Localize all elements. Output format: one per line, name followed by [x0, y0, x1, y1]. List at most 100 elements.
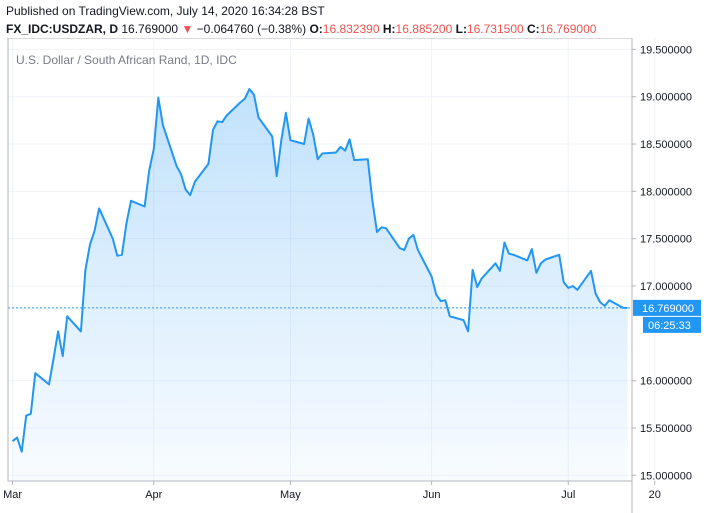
data-point [47, 382, 51, 386]
data-point [97, 206, 101, 210]
x-tick-label: Mar [3, 489, 22, 501]
high-value: 16.885200 [395, 22, 453, 36]
data-point [539, 261, 543, 265]
data-point [534, 271, 538, 275]
data-point [193, 180, 197, 184]
countdown-label: 06:25:33 [648, 320, 691, 332]
data-point [147, 169, 151, 173]
data-point [398, 246, 402, 250]
x-tick-label: Apr [145, 489, 162, 501]
symbol-legend: FX_IDC:USDZAR, D 16.769000 ▼ −0.064760 (… [6, 22, 596, 36]
data-point [530, 247, 534, 251]
data-point [475, 285, 479, 289]
data-point [471, 268, 475, 272]
data-point [493, 261, 497, 265]
data-point [571, 284, 575, 288]
series-line [11, 88, 628, 453]
published-caption: Published on TradingView.com, July 14, 2… [6, 4, 325, 18]
data-point [247, 87, 251, 91]
data-point [115, 254, 119, 258]
data-point [380, 225, 384, 229]
data-point [621, 306, 625, 310]
data-point [598, 300, 602, 304]
data-point [434, 293, 438, 297]
data-point [279, 138, 283, 142]
data-point [448, 314, 452, 318]
y-tick-label: 15.000000 [640, 470, 692, 482]
data-point [20, 450, 24, 454]
countdown-badge [643, 316, 701, 333]
data-point [375, 230, 379, 234]
data-point [79, 329, 83, 333]
data-point [430, 275, 434, 279]
data-point [88, 242, 92, 246]
data-point [316, 157, 320, 161]
data-point [370, 199, 374, 203]
y-tick-label: 16.000000 [640, 376, 692, 388]
y-tick-label: 15.500000 [640, 423, 692, 435]
data-point [257, 116, 261, 120]
data-point [225, 114, 229, 118]
data-point [307, 116, 311, 120]
x-tick-label: 20 [649, 489, 661, 501]
data-point [443, 298, 447, 302]
data-point [607, 298, 611, 302]
y-tick-label: 18.500000 [640, 139, 692, 151]
data-point [275, 174, 279, 178]
y-tick-label: 19.000000 [640, 92, 692, 104]
data-point [24, 414, 28, 418]
data-point [498, 269, 502, 273]
down-arrow-icon: ▼ [181, 22, 194, 36]
data-point [562, 280, 566, 284]
open-label: O: [309, 22, 323, 36]
data-point [238, 100, 242, 104]
y-tick-label: 18.000000 [640, 186, 692, 198]
data-point [129, 199, 133, 203]
data-point [343, 149, 347, 153]
price-change: −0.064760 (−0.38%) [196, 22, 307, 36]
y-tick-label: 17.000000 [640, 281, 692, 293]
data-point [216, 119, 220, 123]
data-point [462, 318, 466, 322]
data-point [366, 157, 370, 161]
data-point [120, 253, 124, 257]
data-point [61, 354, 65, 358]
data-point [411, 233, 415, 237]
data-point [480, 276, 484, 280]
data-point [339, 145, 343, 149]
data-point [111, 237, 115, 241]
data-point [83, 268, 87, 272]
data-point [352, 158, 356, 162]
symbol-name: FX_IDC:USDZAR, D [6, 22, 119, 36]
data-point [566, 286, 570, 290]
data-point [252, 93, 256, 97]
series-area [12, 89, 628, 481]
data-point [184, 187, 188, 191]
last-price-badge-label: 16.769000 [642, 303, 694, 315]
data-point [156, 96, 160, 100]
data-point [93, 229, 97, 233]
data-point [543, 258, 547, 262]
data-point [33, 371, 37, 375]
open-value: 16.832390 [322, 22, 380, 36]
data-point [594, 292, 598, 296]
data-point [288, 138, 292, 142]
data-point [320, 151, 324, 155]
data-point [407, 237, 411, 241]
data-point [211, 128, 215, 132]
data-point [603, 304, 607, 308]
data-point [439, 299, 443, 303]
data-point [466, 329, 470, 333]
data-point [311, 133, 315, 137]
data-point [302, 142, 306, 146]
data-point [402, 248, 406, 252]
last-price-badge [633, 299, 701, 316]
data-point [625, 306, 629, 310]
data-point [243, 97, 247, 101]
x-tick-label: Jul [561, 489, 575, 501]
data-point [348, 137, 352, 141]
data-point [334, 151, 338, 155]
data-point [270, 134, 274, 138]
price-chart[interactable]: U.S. Dollar / South African Rand, 1D, ID… [0, 38, 711, 513]
data-point [525, 258, 529, 262]
